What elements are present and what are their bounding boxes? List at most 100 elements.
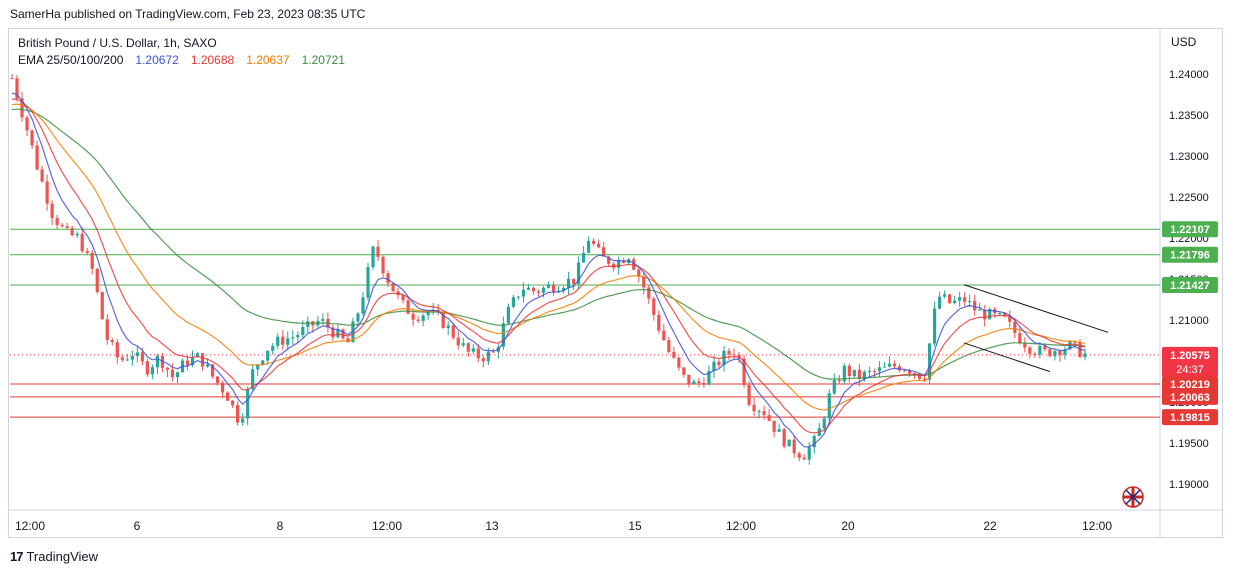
candle-body: [777, 429, 781, 432]
candle-body: [571, 278, 576, 284]
candle-body: [75, 233, 79, 236]
candle-body: [998, 313, 1002, 315]
candle-body: [576, 262, 581, 284]
candle-body: [968, 301, 972, 303]
candle-body: [807, 447, 811, 460]
ema-value-3: 1.20721: [301, 53, 345, 67]
price-tick-label: 1.21000: [1169, 315, 1209, 327]
currency-label: USD: [1171, 35, 1197, 49]
candle-body: [35, 145, 39, 170]
time-tick-label: 8: [277, 519, 284, 533]
candle-body: [150, 367, 154, 375]
chart-legend: British Pound / U.S. Dollar, 1h, SAXO EM…: [18, 35, 357, 69]
candle-body: [200, 353, 205, 367]
candle-body: [717, 361, 721, 366]
candle-body: [917, 373, 922, 379]
candle-body: [281, 336, 285, 345]
resistance-level-label: 1.22107: [1170, 224, 1210, 236]
candle-body: [55, 217, 59, 225]
candle-body: [827, 393, 831, 419]
candle-body: [943, 294, 947, 297]
candle-body: [872, 370, 877, 372]
candle-body: [632, 259, 636, 270]
candle-body: [782, 429, 786, 447]
candle-body: [446, 325, 450, 328]
candle-body: [165, 367, 170, 370]
candle-body: [922, 378, 927, 380]
candle-body: [667, 340, 671, 352]
candle-body: [707, 371, 711, 385]
candle-body: [852, 369, 856, 377]
candle-body: [226, 392, 230, 401]
candle-body: [271, 345, 275, 351]
candle-body: [1043, 346, 1047, 350]
candle-body: [902, 370, 907, 372]
candle-body: [521, 289, 526, 297]
support-level-badge: [1162, 409, 1218, 426]
candle-body: [381, 256, 385, 274]
candle-body: [291, 337, 295, 339]
channel-lower-trendline[interactable]: [963, 342, 1051, 373]
candle-body: [1003, 313, 1007, 317]
candle-body: [1008, 316, 1012, 322]
candle-body: [561, 288, 566, 291]
candle-body: [1023, 343, 1027, 348]
candle-body: [1048, 349, 1052, 357]
support-level-label: 1.20219: [1170, 379, 1210, 391]
candle-body: [1038, 346, 1042, 355]
channel-upper-trendline[interactable]: [963, 284, 1109, 333]
candle-body: [371, 246, 375, 268]
candle-body: [767, 415, 771, 421]
candle-body: [356, 313, 360, 322]
uk-flag-icon: [1125, 489, 1141, 505]
candle-body: [471, 348, 475, 352]
candle-body: [10, 78, 14, 80]
candle-body: [692, 381, 696, 385]
candle-body: [657, 314, 661, 331]
candle-body: [266, 350, 270, 361]
candle-body: [416, 319, 420, 321]
ema-200-line: [11, 108, 1086, 380]
candle-body: [391, 283, 395, 292]
candle-body: [501, 323, 505, 347]
candle-body: [672, 351, 676, 358]
candle-body: [892, 363, 897, 367]
candle-body: [732, 354, 736, 356]
candle-body: [251, 369, 255, 389]
candle-body: [241, 418, 245, 423]
candle-body: [587, 240, 591, 253]
candle-body: [110, 340, 114, 343]
candle-body: [752, 404, 756, 412]
ema-label[interactable]: EMA 25/50/100/200: [18, 53, 124, 67]
ema-value-2: 1.20637: [246, 53, 290, 67]
candle-body: [531, 287, 536, 292]
candle-body: [642, 276, 646, 288]
candle-body: [1033, 353, 1037, 355]
candle-body: [366, 267, 370, 298]
candle-body: [331, 327, 335, 338]
countdown-label: 24:37: [1176, 364, 1204, 376]
symbol-title[interactable]: British Pound / U.S. Dollar, 1h, SAXO: [18, 36, 217, 50]
candle-body: [602, 247, 606, 257]
ema-legend-row: EMA 25/50/100/200 1.20672 1.20688 1.20637 1.…: [18, 52, 357, 69]
candle-body: [762, 411, 766, 416]
candle-body: [687, 374, 691, 385]
candle-body: [145, 361, 149, 375]
candle-body: [115, 342, 119, 358]
support-level-label: 1.19815: [1170, 412, 1210, 424]
candle-body: [612, 263, 616, 268]
current-price-badge: [1162, 346, 1218, 377]
time-tick-label: 15: [628, 519, 642, 533]
candle-body: [607, 256, 611, 264]
candle-body: [772, 420, 776, 432]
candle-body: [210, 364, 215, 377]
ema-100-line: [11, 103, 1086, 411]
time-tick-label: 20: [841, 519, 855, 533]
candle-body: [481, 358, 485, 362]
candle-body: [351, 321, 355, 343]
candle-body: [195, 353, 200, 358]
candle-body: [1073, 341, 1077, 343]
candle-body: [231, 400, 235, 406]
candle-body: [1028, 347, 1032, 354]
